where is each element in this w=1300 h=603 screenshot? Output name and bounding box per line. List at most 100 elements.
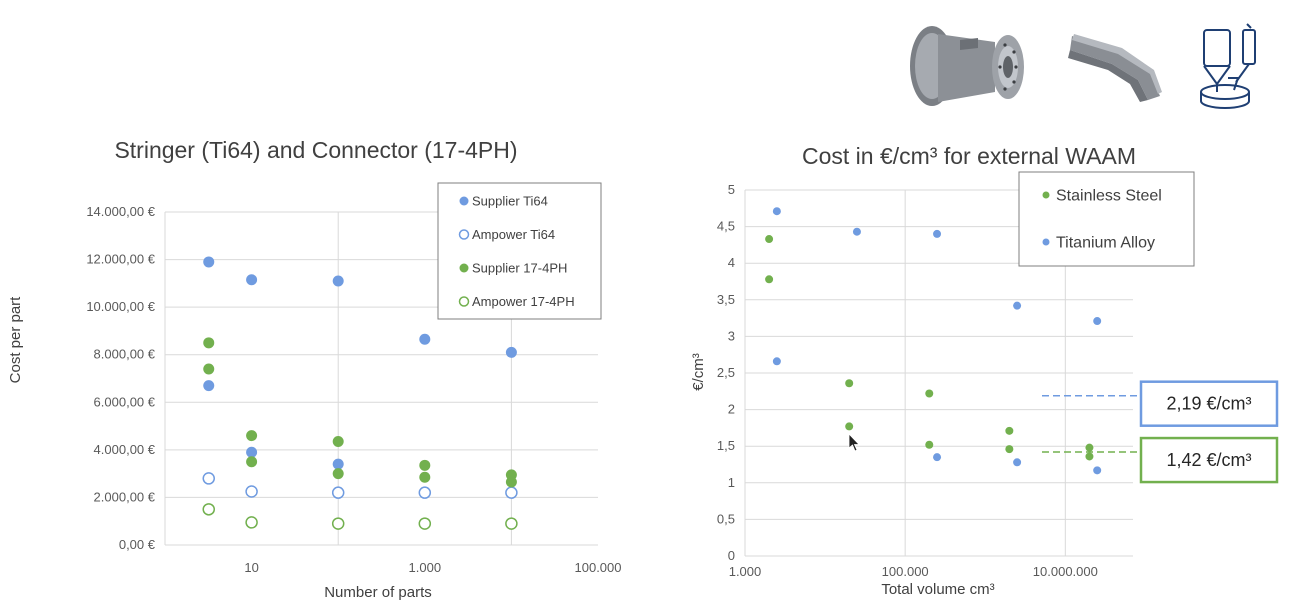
y-tick-label: 0,5: [717, 511, 735, 526]
callout-label: 2,19 €/cm³: [1166, 394, 1251, 414]
data-point-ampower-ti64: [331, 486, 345, 499]
y-tick-label: 5: [728, 182, 735, 197]
chart1-y-axis-label: Cost per part: [7, 296, 24, 384]
data-point-supplier-17-4ph: [419, 459, 431, 471]
chart2-legend: Stainless Steel Titanium Alloy: [1018, 171, 1195, 267]
data-point-supplier-17-4ph: [203, 363, 215, 375]
data-point-stainless-steel: [845, 422, 854, 431]
callout-label: 1,42 €/cm³: [1166, 450, 1251, 470]
mouse-pointer-icon: [848, 433, 860, 452]
data-point-stainless-steel: [925, 440, 934, 449]
data-point-supplier-ti64: [203, 256, 215, 268]
chart2-x-tick-labels: 1.000 100.000 10.000.000: [729, 564, 1098, 579]
data-point-supplier-17-4ph: [419, 471, 431, 483]
chart2-data-points: [765, 207, 1102, 475]
data-point-ampower-17-4ph: [418, 517, 432, 530]
legend-label: Supplier Ti64: [472, 194, 548, 209]
y-tick-label: 2,5: [717, 365, 735, 380]
data-point-supplier-17-4ph: [332, 436, 344, 448]
data-point-titanium-alloy: [933, 229, 942, 238]
legend-marker: [1042, 191, 1050, 199]
data-point-ampower-17-4ph: [331, 517, 345, 530]
callout-box: [1139, 380, 1279, 427]
legend-label: Titanium Alloy: [1056, 235, 1155, 252]
y-tick-label: 4.000,00 €: [94, 442, 156, 457]
data-point-supplier-ti64: [246, 274, 258, 286]
chart2-y-axis-label: €/cm³: [690, 353, 707, 391]
legend-marker: [458, 296, 470, 307]
chart1-x-axis-label: Number of parts: [324, 584, 432, 601]
legend-label: Supplier 17-4PH: [472, 261, 567, 276]
data-point-titanium-alloy: [1093, 317, 1102, 326]
y-tick-label: 1,5: [717, 438, 735, 453]
data-point-titanium-alloy: [1013, 458, 1022, 467]
data-point-stainless-steel: [845, 379, 854, 388]
chart1-title: Stringer (Ti64) and Connector (17-4PH): [114, 137, 517, 163]
y-tick-label: 4: [728, 255, 735, 270]
chart1-x-tick-labels: 10 1.000 100.000: [244, 560, 621, 575]
y-tick-label: 12.000,00 €: [86, 252, 155, 267]
data-point-ampower-ti64: [505, 486, 518, 499]
data-point-stainless-steel: [925, 389, 934, 398]
y-tick-label: 1: [728, 475, 735, 490]
data-point-titanium-alloy: [933, 453, 942, 462]
data-point-ampower-17-4ph: [245, 516, 258, 529]
y-tick-label: 0,00 €: [119, 537, 156, 552]
y-tick-label: 2.000,00 €: [94, 489, 156, 504]
flanged-connector-part-icon: [910, 26, 1024, 106]
legend-label: Stainless Steel: [1056, 188, 1162, 205]
data-point-supplier-17-4ph: [203, 337, 215, 349]
data-point-supplier-ti64: [246, 446, 258, 458]
chart1-data-points: [202, 256, 518, 530]
legend-marker: [459, 263, 469, 273]
data-point-ampower-ti64: [202, 472, 215, 485]
chart1-legend: Supplier Ti64 Ampower Ti64 Supplier 17-4PH…: [437, 182, 602, 320]
y-tick-label: 10.000,00 €: [86, 299, 155, 314]
data-point-stainless-steel: [1085, 452, 1094, 461]
data-point-supplier-17-4ph: [246, 430, 258, 442]
y-tick-label: 8.000,00 €: [94, 347, 156, 362]
waam-cost-per-volume-chart: Cost in €/cm³ for external WAAM 0 0,5 1 1,5…: [690, 143, 1279, 598]
y-tick-label: 14.000,00 €: [86, 204, 155, 219]
chart2-title: Cost in €/cm³ for external WAAM: [802, 143, 1136, 169]
x-tick-label: 1.000: [729, 564, 762, 579]
data-point-stainless-steel: [1005, 445, 1014, 454]
x-tick-label: 10.000.000: [1033, 564, 1098, 579]
chart2-y-tick-labels: 0 0,5 1 1,5 2 2,5 3 3,5 4 4,5 5: [717, 182, 735, 563]
y-tick-label: 3,5: [717, 292, 735, 307]
data-point-ampower-17-4ph: [505, 517, 518, 530]
y-tick-label: 4,5: [717, 219, 735, 234]
data-point-stainless-steel: [1005, 426, 1014, 435]
data-point-supplier-ti64: [332, 458, 344, 470]
stringer-profile-part-icon: [1068, 34, 1162, 102]
data-point-titanium-alloy: [852, 227, 861, 236]
data-point-supplier-ti64: [203, 380, 215, 392]
data-point-ampower-ti64: [245, 485, 258, 498]
y-tick-label: 6.000,00 €: [94, 394, 156, 409]
data-point-titanium-alloy: [1013, 301, 1022, 310]
data-point-supplier-ti64: [332, 275, 344, 287]
legend-marker: [459, 196, 469, 206]
legend-marker: [458, 229, 470, 240]
data-point-stainless-steel: [765, 275, 774, 284]
data-point-supplier-17-4ph: [332, 468, 344, 480]
data-point-ampower-ti64: [418, 486, 432, 499]
x-tick-label: 10: [244, 560, 258, 575]
data-point-stainless-steel: [1085, 443, 1094, 452]
legend-label: Ampower 17-4PH: [472, 294, 575, 309]
x-tick-label: 100.000: [575, 560, 622, 575]
y-tick-label: 0: [728, 548, 735, 563]
chart1-y-tick-labels: 0,00 € 2.000,00 € 4.000,00 € 6.000,00 € 8.00…: [86, 204, 155, 552]
chart2-reference-lines: 2,19 €/cm³ 1,42 €/cm³: [1042, 380, 1279, 484]
legend-marker: [1042, 238, 1050, 246]
data-point-titanium-alloy: [772, 357, 781, 366]
stringer-connector-cost-chart: Stringer (Ti64) and Connector (17-4PH) 0…: [7, 137, 622, 601]
data-point-supplier-ti64: [505, 346, 517, 358]
y-tick-label: 2: [728, 402, 735, 417]
callout-box: [1139, 436, 1279, 484]
waam-process-icon: [1200, 23, 1256, 109]
data-point-supplier-17-4ph: [246, 456, 258, 468]
x-tick-label: 100.000: [882, 564, 929, 579]
x-tick-label: 1.000: [409, 560, 442, 575]
